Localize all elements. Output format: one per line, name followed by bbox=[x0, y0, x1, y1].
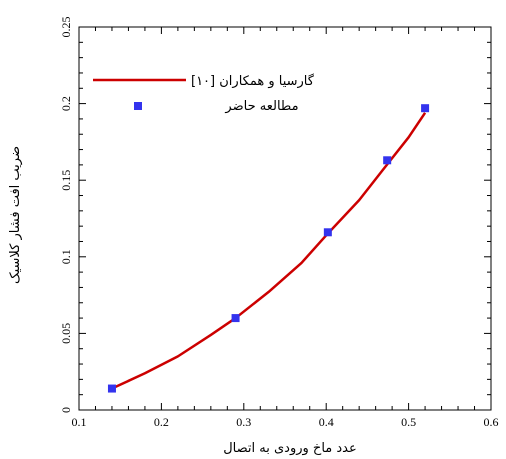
legend-label-garcia: گارسیا و همکاران [۱۰] bbox=[191, 73, 315, 89]
legend: گارسیا و همکاران [۱۰] مطالعه حاضر bbox=[93, 73, 315, 114]
y-tick-label: 0 bbox=[59, 407, 73, 413]
plot-border bbox=[78, 26, 492, 411]
y-tick-label: 0.15 bbox=[59, 170, 73, 191]
series bbox=[107, 104, 430, 393]
axis-ticks: 0.1 0.2 0.3 0.4 0.5 0.6 0 0.05 0.1 0.15 0.2 0.25 bbox=[59, 17, 499, 430]
x-tick-label: 0.3 bbox=[236, 415, 251, 429]
y-axis-title: ضریب افت فشار کلاسیک bbox=[8, 146, 23, 284]
legend-marker-swatch bbox=[134, 102, 142, 110]
y-tick-label: 0.05 bbox=[59, 323, 73, 344]
y-tick-label: 0.1 bbox=[59, 249, 73, 264]
plot-frame bbox=[78, 26, 492, 411]
data-point-marker bbox=[323, 228, 332, 237]
x-tick-label: 0.6 bbox=[484, 415, 499, 429]
legend-label-present: مطالعه حاضر bbox=[224, 99, 298, 114]
x-tick-label: 0.2 bbox=[154, 415, 169, 429]
data-point-marker bbox=[231, 314, 240, 323]
data-point-marker bbox=[383, 156, 392, 165]
x-tick-label: 0.4 bbox=[319, 415, 334, 429]
x-axis-title: عدد ماخ ورودی به اتصال bbox=[223, 441, 357, 456]
x-tick-label: 0.5 bbox=[401, 415, 416, 429]
x-tick-label: 0.1 bbox=[72, 415, 87, 429]
series-line-garcia bbox=[111, 112, 427, 390]
data-point-marker bbox=[107, 384, 116, 393]
y-tick-label: 0.25 bbox=[59, 17, 73, 38]
y-tick-label: 0.2 bbox=[59, 96, 73, 111]
data-point-marker bbox=[421, 104, 430, 113]
